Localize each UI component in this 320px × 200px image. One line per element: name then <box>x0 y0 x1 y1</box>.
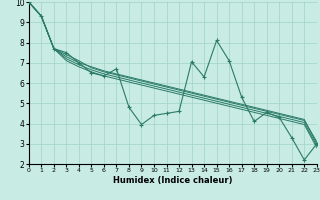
X-axis label: Humidex (Indice chaleur): Humidex (Indice chaleur) <box>113 176 233 185</box>
